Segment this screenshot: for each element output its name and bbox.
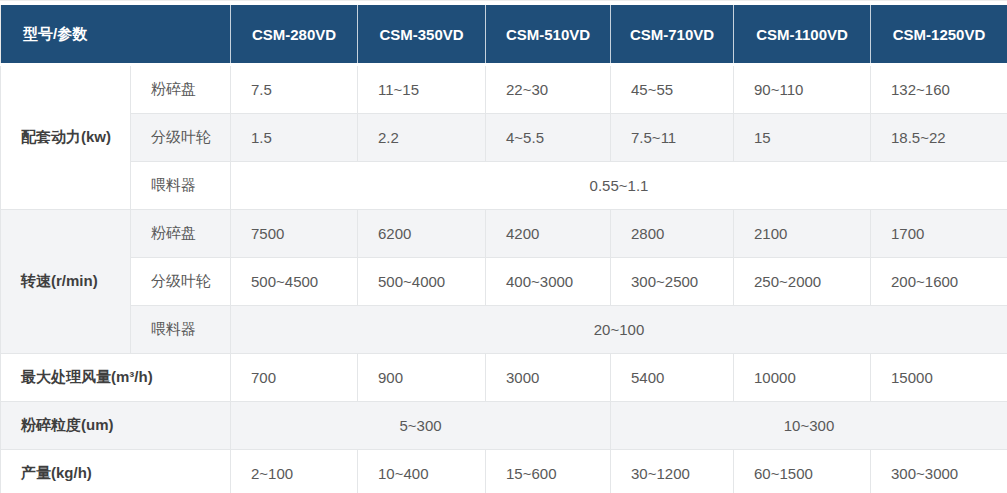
- sub-param-cell: 喂料器: [131, 162, 231, 210]
- spec-table: 型号/参数 CSM-280VD CSM-350VD CSM-510VD CSM-…: [0, 5, 1007, 493]
- row-label-cell: 产量(kg/h): [1, 450, 231, 493]
- value-cell: 90~110: [734, 65, 871, 114]
- value-cell: 15~600: [486, 450, 611, 493]
- merged-value-cell: 20~100: [231, 306, 1007, 354]
- value-cell: 4~5.5: [486, 114, 611, 162]
- model-header-cell: CSM-710VD: [611, 5, 734, 65]
- sub-param-cell: 喂料器: [131, 306, 231, 354]
- table-row: 分级叶轮 500~4500 500~4000 400~3000 300~2500…: [1, 258, 1007, 306]
- model-header-cell: CSM-350VD: [358, 5, 486, 65]
- group-label-cell: 转速(r/min): [1, 210, 131, 354]
- merged-value-cell: 5~300: [231, 402, 611, 450]
- value-cell: 300~3000: [871, 450, 1007, 493]
- value-cell: 30~1200: [611, 450, 734, 493]
- value-cell: 18.5~22: [871, 114, 1007, 162]
- value-cell: 900: [358, 354, 486, 402]
- value-cell: 10~400: [358, 450, 486, 493]
- sub-param-cell: 分级叶轮: [131, 258, 231, 306]
- value-cell: 500~4500: [231, 258, 358, 306]
- value-cell: 400~3000: [486, 258, 611, 306]
- value-cell: 500~4000: [358, 258, 486, 306]
- model-header-cell: CSM-510VD: [486, 5, 611, 65]
- value-cell: 4200: [486, 210, 611, 258]
- table-row: 粉碎粒度(um) 5~300 10~300: [1, 402, 1007, 450]
- value-cell: 2100: [734, 210, 871, 258]
- value-cell: 10000: [734, 354, 871, 402]
- value-cell: 1700: [871, 210, 1007, 258]
- table-row: 喂料器 0.55~1.1: [1, 162, 1007, 210]
- value-cell: 60~1500: [734, 450, 871, 493]
- value-cell: 7500: [231, 210, 358, 258]
- param-header-cell: 型号/参数: [1, 5, 231, 65]
- row-label-cell: 最大处理风量(m³/h): [1, 354, 231, 402]
- table-row: 转速(r/min) 粉碎盘 7500 6200 4200 2800 2100 1…: [1, 210, 1007, 258]
- sub-param-cell: 分级叶轮: [131, 114, 231, 162]
- sub-param-cell: 粉碎盘: [131, 65, 231, 114]
- value-cell: 15: [734, 114, 871, 162]
- table-row: 最大处理风量(m³/h) 700 900 3000 5400 10000 150…: [1, 354, 1007, 402]
- value-cell: 3000: [486, 354, 611, 402]
- value-cell: 2.2: [358, 114, 486, 162]
- table-row: 喂料器 20~100: [1, 306, 1007, 354]
- model-header-cell: CSM-1100VD: [734, 5, 871, 65]
- value-cell: 15000: [871, 354, 1007, 402]
- value-cell: 7.5: [231, 65, 358, 114]
- value-cell: 5400: [611, 354, 734, 402]
- model-header-cell: CSM-1250VD: [871, 5, 1007, 65]
- merged-value-cell: 10~300: [611, 402, 1007, 450]
- table-row: 配套动力(kw) 粉碎盘 7.5 11~15 22~30 45~55 90~11…: [1, 65, 1007, 114]
- table-row: 产量(kg/h) 2~100 10~400 15~600 30~1200 60~…: [1, 450, 1007, 493]
- sub-param-cell: 粉碎盘: [131, 210, 231, 258]
- value-cell: 1.5: [231, 114, 358, 162]
- group-label-cell: 配套动力(kw): [1, 65, 131, 210]
- table-header-row: 型号/参数 CSM-280VD CSM-350VD CSM-510VD CSM-…: [1, 5, 1007, 65]
- value-cell: 132~160: [871, 65, 1007, 114]
- value-cell: 22~30: [486, 65, 611, 114]
- value-cell: 45~55: [611, 65, 734, 114]
- value-cell: 11~15: [358, 65, 486, 114]
- value-cell: 7.5~11: [611, 114, 734, 162]
- value-cell: 200~1600: [871, 258, 1007, 306]
- value-cell: 2~100: [231, 450, 358, 493]
- table-row: 分级叶轮 1.5 2.2 4~5.5 7.5~11 15 18.5~22: [1, 114, 1007, 162]
- value-cell: 250~2000: [734, 258, 871, 306]
- spec-table-container: 型号/参数 CSM-280VD CSM-350VD CSM-510VD CSM-…: [0, 0, 1007, 493]
- value-cell: 700: [231, 354, 358, 402]
- value-cell: 2800: [611, 210, 734, 258]
- merged-value-cell: 0.55~1.1: [231, 162, 1007, 210]
- value-cell: 300~2500: [611, 258, 734, 306]
- model-header-cell: CSM-280VD: [231, 5, 358, 65]
- value-cell: 6200: [358, 210, 486, 258]
- row-label-cell: 粉碎粒度(um): [1, 402, 231, 450]
